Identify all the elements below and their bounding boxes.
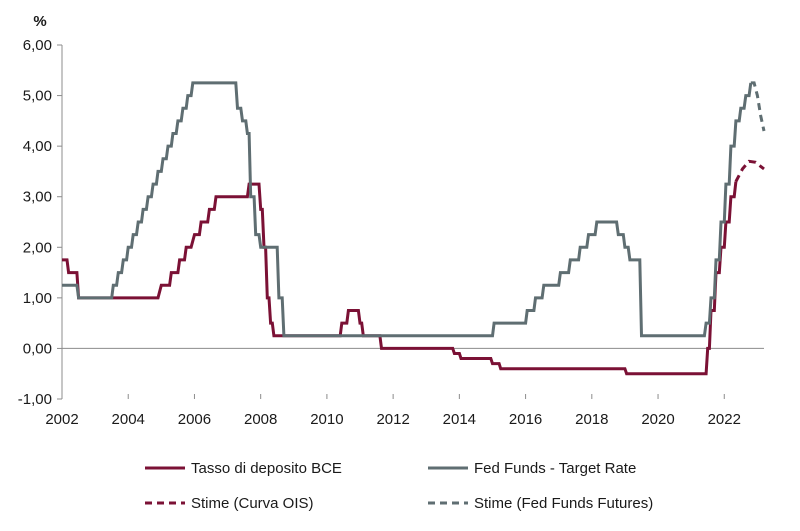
x-tick-label: 2020 bbox=[641, 411, 674, 428]
y-tick-label: 6,00 bbox=[23, 37, 52, 54]
x-tick-label: 2016 bbox=[509, 411, 542, 428]
x-tick-label: 2010 bbox=[310, 411, 343, 428]
series-line-stime-fed-funds-futures bbox=[750, 81, 766, 132]
series-line-fed-funds-target-rate bbox=[62, 81, 753, 338]
y-tick-label: 3,00 bbox=[23, 189, 52, 206]
legend-label: Fed Funds - Target Rate bbox=[474, 460, 636, 477]
legend: Tasso di deposito BCE Fed Funds - Target … bbox=[145, 460, 653, 512]
y-tick-label: 4,00 bbox=[23, 138, 52, 155]
x-tick-label: 2008 bbox=[244, 411, 277, 428]
x-tick-label: 2012 bbox=[376, 411, 409, 428]
y-tick-label: 0,00 bbox=[23, 340, 52, 357]
legend-label: Stime (Fed Funds Futures) bbox=[474, 495, 653, 512]
y-tick-label: 2,00 bbox=[23, 239, 52, 256]
y-tick-label: 1,00 bbox=[23, 290, 52, 307]
x-axis: 2002 2004 2006 2008 2010 2012 2014 2016 2018 2020… bbox=[45, 347, 764, 428]
y-axis-unit-label: % bbox=[33, 13, 46, 30]
x-tick-label: 2006 bbox=[178, 411, 211, 428]
x-tick-label: 2004 bbox=[112, 411, 145, 428]
legend-label: Tasso di deposito BCE bbox=[191, 460, 342, 477]
legend-label: Stime (Curva OIS) bbox=[191, 495, 314, 512]
series-layer bbox=[62, 81, 766, 376]
x-tick-label: 2002 bbox=[45, 411, 78, 428]
x-tick-label: 2014 bbox=[443, 411, 476, 428]
series-line-stime-curva-ois bbox=[734, 159, 765, 183]
y-tick-label: 5,00 bbox=[23, 88, 52, 105]
x-tick-label: 2018 bbox=[575, 411, 608, 428]
y-tick-label: -1,00 bbox=[18, 391, 52, 408]
y-axis: -1,00 0,00 1,00 2,00 3,00 4,00 5,00 6,00 bbox=[18, 37, 63, 408]
series-line-tasso-di-deposito-bce bbox=[62, 181, 738, 376]
x-tick-label: 2022 bbox=[708, 411, 741, 428]
